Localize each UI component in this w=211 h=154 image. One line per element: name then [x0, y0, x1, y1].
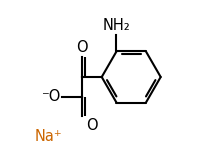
Text: ⁻O: ⁻O	[42, 89, 61, 104]
Text: O: O	[76, 40, 88, 55]
Text: NH₂: NH₂	[103, 18, 130, 33]
Text: Na⁺: Na⁺	[34, 129, 62, 144]
Text: O: O	[87, 118, 98, 133]
